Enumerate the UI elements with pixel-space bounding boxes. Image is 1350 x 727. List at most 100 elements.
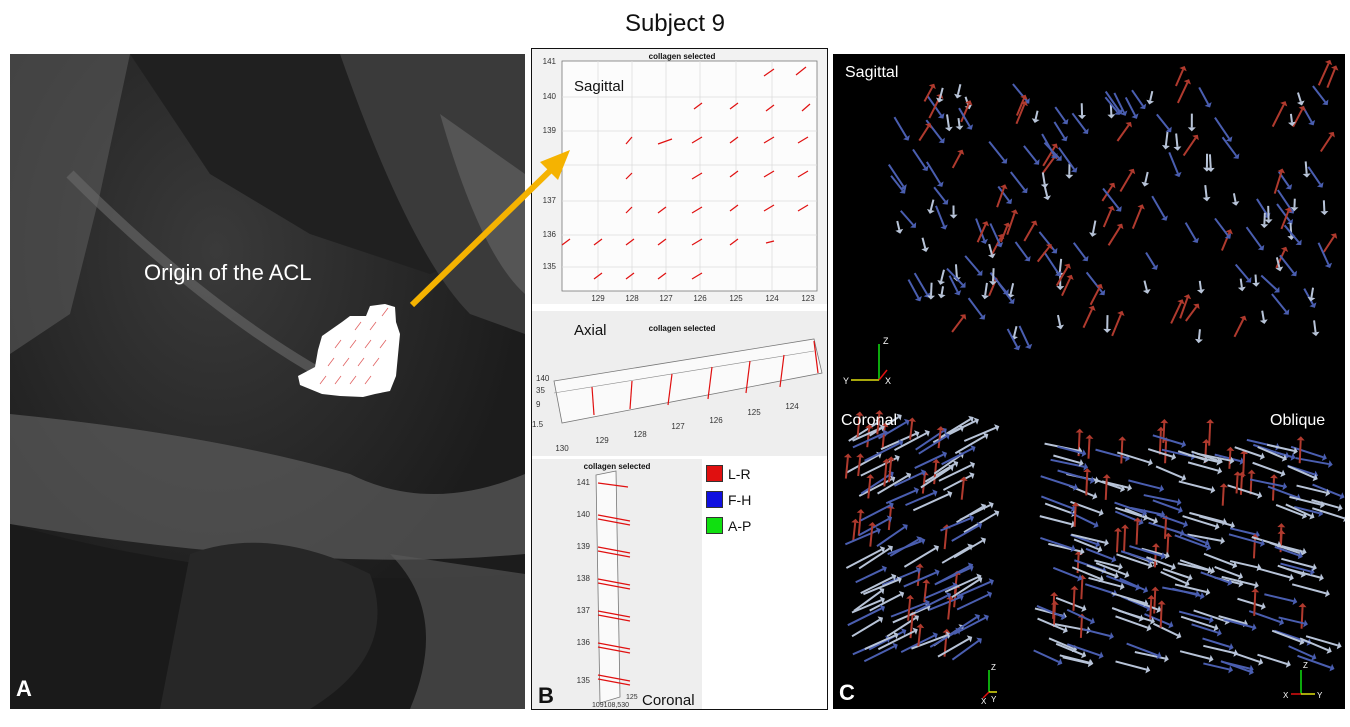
vector-arrow — [940, 517, 971, 532]
vector-arrow — [923, 583, 928, 603]
vector-arrowhead — [1119, 484, 1125, 493]
vector-arrow — [858, 547, 891, 570]
vector-arrowhead — [1195, 589, 1200, 598]
vector-arrowhead — [1238, 579, 1244, 588]
coronal-oblique-3d-field: Z Y X Z Y X C — [839, 410, 1349, 706]
vector-arrowhead — [1336, 641, 1342, 650]
vector-arrowhead — [1097, 545, 1103, 553]
vector-arrowhead — [1247, 469, 1256, 474]
vector-arrow — [1015, 104, 1026, 125]
vector-arrow — [953, 616, 986, 635]
vector-arrow — [1296, 92, 1302, 102]
vector-arrow — [1264, 593, 1294, 603]
vector-arrowhead — [1094, 540, 1101, 548]
vector-arrowhead — [1187, 573, 1193, 582]
vector-arrowhead — [1176, 631, 1182, 640]
vector-arrowhead — [1258, 658, 1264, 666]
vector-arrowhead — [1214, 522, 1220, 531]
vector-arrowhead — [1031, 118, 1040, 124]
vector-arrow — [1271, 629, 1301, 643]
vector-arrowhead — [1127, 483, 1133, 492]
vector-arrow — [848, 422, 878, 442]
vector-arrowhead — [1147, 458, 1153, 467]
vector-arrow — [1254, 274, 1258, 283]
vector-arrow — [1091, 220, 1097, 234]
vector-arrow — [1252, 461, 1283, 475]
vector-arrowhead — [968, 514, 975, 523]
vector-arrowhead — [1061, 135, 1068, 142]
vector-arrowhead — [976, 573, 982, 581]
vector-arrowhead — [1054, 270, 1062, 277]
vector-arrowhead — [915, 563, 924, 568]
vector-arrowhead — [1202, 196, 1211, 202]
vector-arrowhead — [959, 282, 966, 288]
vector-arrowhead — [1156, 651, 1162, 660]
vector-arrowhead — [1071, 502, 1080, 507]
axial-view-label: Axial — [574, 322, 607, 339]
vector-arrowhead — [1006, 293, 1015, 299]
vector-arrow — [1182, 137, 1197, 157]
vector-arrow — [886, 617, 917, 638]
vector-arrowhead — [1108, 182, 1116, 189]
vector-arrowhead — [1296, 436, 1305, 441]
vector-arrow — [926, 95, 942, 116]
vector-arrowhead — [1219, 483, 1228, 488]
vector-arrow — [1089, 286, 1101, 306]
vector-arrow — [1086, 564, 1116, 577]
vector-arrowhead — [1050, 591, 1059, 597]
vector-arrow — [1204, 185, 1208, 198]
vector-arrowhead — [1010, 209, 1019, 215]
vector-arrowhead — [1280, 101, 1288, 107]
ax-xtick-130: 130 — [555, 444, 569, 453]
vector-arrow — [933, 454, 962, 475]
vector-arrow — [1085, 472, 1089, 496]
vector-arrowhead — [1021, 187, 1028, 194]
vector-arrowhead — [944, 126, 953, 132]
vector-arrow — [1145, 252, 1156, 268]
vector-arrow — [1120, 550, 1150, 562]
vector-arrow — [948, 616, 978, 636]
vector-arrowhead — [1071, 644, 1078, 653]
vector-arrow — [860, 576, 894, 594]
vector-arrow — [1104, 478, 1108, 500]
vector-arrowhead — [1008, 298, 1015, 304]
vector-arrow — [1044, 502, 1073, 515]
vector-arrow — [1310, 287, 1315, 298]
vector-arrow — [1180, 615, 1216, 629]
vector-arrow — [1287, 465, 1315, 479]
vector-arrowhead — [959, 314, 967, 320]
vector-arrowhead — [1184, 579, 1190, 587]
vector-arrowhead — [1204, 539, 1210, 547]
vector-arrow — [1256, 198, 1268, 216]
vector-arrowhead — [1033, 159, 1040, 165]
vector-arrowhead — [1160, 419, 1169, 424]
vector-arrow — [946, 114, 950, 128]
vector-arrow — [1147, 448, 1173, 458]
vector-arrowhead — [1045, 244, 1053, 250]
vector-arrowhead — [1248, 667, 1254, 676]
vector-arrow — [1102, 187, 1120, 210]
vector-arrow — [1111, 607, 1141, 620]
vector-arrowhead — [903, 135, 910, 141]
vector-arrowhead — [1228, 643, 1234, 651]
sag-ytick-139: 139 — [543, 126, 557, 135]
vector-arrow — [1072, 589, 1076, 611]
vector-arrow — [864, 634, 896, 650]
sag-xtick-126: 126 — [693, 294, 707, 303]
vector-arrow — [1289, 113, 1293, 123]
vector-arrowhead — [1290, 207, 1299, 212]
vector-arrowhead — [843, 453, 852, 458]
vector-arrowhead — [1284, 207, 1293, 213]
vector-arrowhead — [993, 509, 1000, 517]
vector-arrowhead — [1220, 536, 1225, 545]
vector-arrowhead — [1319, 500, 1325, 509]
vector-arrow — [907, 279, 920, 299]
vector-arrowhead — [875, 410, 884, 415]
vector-arrowhead — [1216, 628, 1222, 637]
vector-arrow — [1072, 242, 1087, 259]
vector-arrowhead — [1001, 158, 1008, 164]
vector-arrowhead — [1299, 637, 1305, 646]
vector-arrowhead — [1083, 468, 1092, 473]
vector-arrow — [907, 598, 912, 621]
ax-xtick-128: 128 — [633, 430, 647, 439]
